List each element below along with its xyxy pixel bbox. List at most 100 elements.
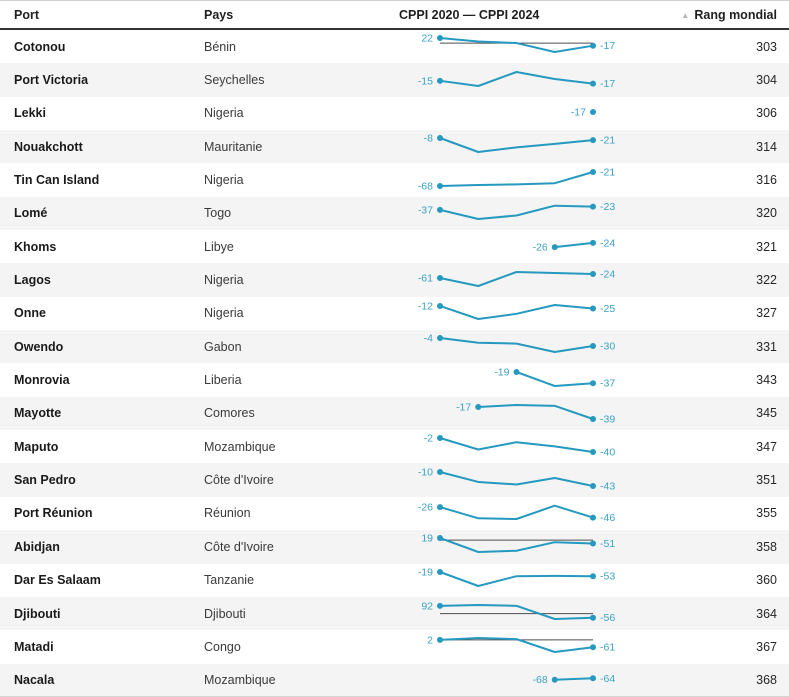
- table-row: Khoms Libye -26 -24 321: [0, 230, 789, 263]
- world-rank: 345: [756, 406, 777, 421]
- sparkline-end-dot: [590, 482, 596, 489]
- sparkline-start-dot: [475, 403, 482, 410]
- column-header-cppi[interactable]: CPPI 2020 — CPPI 2024: [399, 7, 540, 22]
- world-rank: 306: [756, 106, 777, 121]
- port-name: Khoms: [14, 239, 57, 254]
- cppi-sparkline: -8 -21: [424, 133, 615, 154]
- table-row: Onne Nigeria -12 -25 327: [0, 297, 789, 330]
- sparkline-end-dot: [590, 674, 596, 681]
- sparkline-end-dot: [590, 379, 596, 386]
- sparkline-start-dot: [437, 206, 443, 213]
- cppi-trend-cell: -68 -21: [399, 164, 664, 197]
- sparkline-start-label: -2: [424, 433, 433, 445]
- country-name: Mozambique: [204, 673, 276, 688]
- cppi-trend-cell: -8 -21: [399, 130, 664, 163]
- sparkline-start-label: 19: [421, 533, 433, 545]
- sparkline-path: [439, 604, 594, 621]
- cppi-sparkline: -17 -39: [456, 401, 615, 425]
- sparkline-start-label: -17: [456, 401, 471, 413]
- cppi-trend-cell: 22 -17: [399, 30, 664, 63]
- sparkline-end-dot: [590, 203, 596, 210]
- sparkline-end-label: -61: [600, 642, 615, 654]
- sparkline-start-dot: [437, 302, 443, 309]
- world-rank: 320: [756, 206, 777, 221]
- port-name: Monrovia: [14, 373, 70, 388]
- cppi-trend-cell: 2 -61: [399, 630, 664, 663]
- country-name: Côte d'Ivoire: [204, 473, 274, 488]
- table-row: San Pedro Côte d'Ivoire -10 -43 351: [0, 463, 789, 497]
- sparkline-path: [439, 204, 594, 220]
- sparkline-start-label: -12: [418, 300, 433, 312]
- world-rank: 368: [756, 673, 777, 688]
- port-name: Mayotte: [14, 406, 62, 421]
- sparkline-start-dot: [590, 108, 596, 115]
- sparkline-end-label: -30: [600, 341, 615, 353]
- sparkline-path: [553, 242, 594, 249]
- cppi-trend-cell: -12 -25: [399, 297, 664, 330]
- table-row: Djibouti Djibouti 92 -56 364: [0, 596, 789, 631]
- cppi-trend-cell: 19 -51: [399, 530, 664, 563]
- table-row: Matadi Congo 2 -61 367: [0, 630, 789, 663]
- sparkline-start-label: -68: [418, 180, 433, 192]
- table-row: Nacala Mozambique -68 -64 368: [0, 663, 789, 697]
- port-name: Owendo: [14, 339, 64, 354]
- port-name: Port Réunion: [14, 506, 93, 521]
- sparkline-path: [439, 70, 594, 87]
- country-name: Liberia: [204, 373, 242, 388]
- sparkline-start-label: -19: [418, 566, 433, 578]
- sparkline-start-label: -10: [418, 466, 433, 478]
- sparkline-end-label: -53: [600, 570, 615, 582]
- table-row: Lomé Togo -37 -23 320: [0, 196, 789, 231]
- cppi-sparkline: -19 -37: [494, 366, 615, 389]
- cppi-sparkline: 22 -17: [421, 33, 615, 54]
- country-name: Djibouti: [204, 606, 246, 621]
- sparkline-end-dot: [590, 168, 596, 175]
- sparkline-start-label: -19: [494, 366, 509, 378]
- sparkline-end-label: -17: [600, 40, 615, 52]
- column-header-pays[interactable]: Pays: [204, 7, 234, 22]
- world-rank: 351: [756, 473, 777, 488]
- cppi-trend-cell: -17: [399, 97, 664, 130]
- column-header-port[interactable]: Port: [14, 7, 39, 22]
- world-rank: 358: [756, 539, 777, 554]
- sparkline-start-dot: [437, 182, 443, 189]
- cppi-sparkline: -2 -40: [424, 433, 616, 459]
- sparkline-end-label: -17: [571, 106, 586, 118]
- sparkline-start-dot: [437, 135, 443, 142]
- sparkline-start-dot: [437, 274, 443, 281]
- sparkline-end-dot: [590, 80, 596, 87]
- country-name: Togo: [204, 206, 232, 221]
- sparkline-end-dot: [590, 514, 596, 521]
- sparkline-end-dot: [590, 305, 596, 312]
- sparkline-path: [439, 637, 594, 654]
- sparkline-start-dot: [437, 602, 443, 609]
- country-name: Comores: [204, 406, 255, 421]
- sparkline-start-dot: [437, 77, 443, 84]
- cppi-sparkline: -19 -53: [418, 566, 615, 587]
- column-header-rang-mondial[interactable]: ▲ Rang mondial: [664, 8, 789, 22]
- sparkline-path: [439, 470, 594, 487]
- port-name: Tin Can Island: [14, 173, 100, 188]
- country-name: Nigeria: [204, 106, 244, 121]
- sparkline-start-dot: [437, 35, 443, 42]
- sparkline-path: [439, 37, 594, 54]
- sparkline-start-label: -26: [418, 502, 433, 514]
- sparkline-start-dot: [437, 535, 443, 542]
- sparkline-start-dot: [513, 368, 520, 375]
- table-row: Port Réunion Réunion -26 -46 355: [0, 497, 789, 530]
- sparkline-end-label: -51: [600, 538, 615, 550]
- country-name: Réunion: [204, 506, 251, 521]
- sparkline-end-label: -46: [600, 512, 615, 524]
- cppi-sparkline: -61 -24: [418, 268, 615, 287]
- country-name: Bénin: [204, 39, 236, 54]
- sparkline-path: [439, 437, 594, 454]
- cppi-sparkline: -4 -30: [424, 333, 615, 354]
- sparkline-start-dot: [437, 435, 443, 442]
- column-header-label: Rang mondial: [694, 7, 777, 22]
- port-name: Nouakchott: [14, 139, 83, 154]
- port-name: Port Victoria: [14, 73, 89, 88]
- sparkline-end-label: -43: [600, 480, 615, 492]
- table-row: Abidjan Côte d'Ivoire 19 -51 358: [0, 530, 789, 564]
- cppi-trend-cell: -4 -30: [399, 330, 664, 363]
